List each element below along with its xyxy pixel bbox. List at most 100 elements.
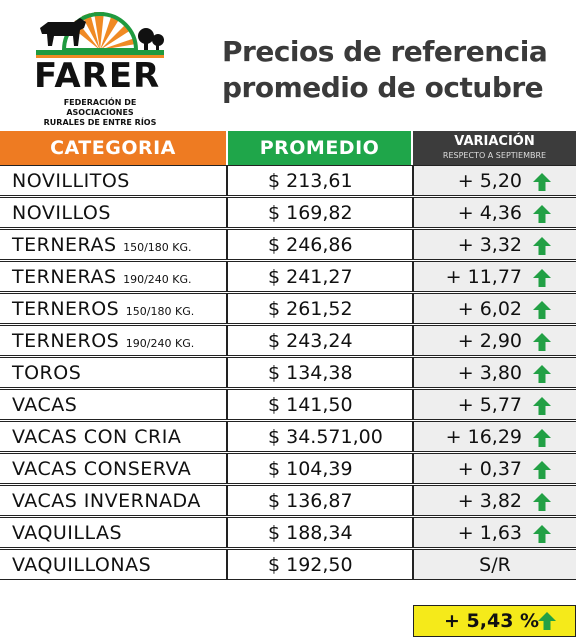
average-cell: $ 34.571,00	[227, 421, 413, 452]
average-value: $ 104,39	[268, 458, 353, 480]
average-value: $ 188,34	[268, 522, 353, 544]
category-label: VACAS INVERNADA	[12, 486, 201, 517]
header: FARER FEDERACIÓN DE ASOCIACIONES RURALES…	[0, 0, 576, 130]
up-arrow-icon	[533, 205, 551, 223]
variation-cell: + 3,80	[413, 357, 576, 388]
up-arrow-icon	[538, 612, 556, 630]
category-name: VAQUILLAS	[12, 522, 123, 544]
category-cell: VACAS CONSERVA	[0, 453, 227, 484]
variation-cell: + 2,90	[413, 325, 576, 356]
category-name: TERNERAS	[12, 266, 117, 288]
variation-value: + 3,82	[457, 490, 522, 512]
up-arrow-icon	[533, 301, 551, 319]
average-value: $ 192,50	[268, 554, 353, 576]
variation-cell: S/R	[413, 549, 576, 580]
header-category: CATEGORIA	[0, 131, 226, 165]
category-weight: 150/180 KG.	[125, 305, 195, 318]
category-label: NOVILLITOS	[12, 166, 130, 197]
up-arrow-icon	[533, 237, 551, 255]
average-value: $ 261,52	[268, 298, 353, 320]
table-row: VACAS CON CRIA $ 34.571,00 + 16,29	[0, 421, 576, 453]
up-arrow-icon	[533, 525, 551, 543]
header-category-label: CATEGORIA	[50, 137, 176, 159]
category-name: VAQUILLONAS	[12, 554, 152, 576]
average-cell: $ 136,87	[227, 485, 413, 516]
average-cell: $ 261,52	[227, 293, 413, 324]
farer-wordmark: FARER	[34, 56, 161, 96]
up-arrow-icon	[533, 429, 551, 447]
table-row: TERNEROS 190/240 KG. $ 243,24 + 2,90	[0, 325, 576, 357]
variation-cell: + 4,36	[413, 197, 576, 228]
farer-subtitle-line2: RURALES DE ENTRE RÍOS	[43, 118, 157, 127]
variation-value: + 1,63	[457, 522, 522, 544]
table-row: VACAS INVERNADA $ 136,87 + 3,82	[0, 485, 576, 517]
up-arrow-icon	[533, 365, 551, 383]
category-label: TERNEROS 190/240 KG.	[12, 326, 194, 359]
category-label: VACAS CONSERVA	[12, 454, 191, 485]
category-label: NOVILLOS	[12, 198, 111, 229]
category-name: VACAS CON CRIA	[12, 426, 182, 448]
up-arrow-icon	[533, 173, 551, 191]
variation-cell: + 6,02	[413, 293, 576, 324]
category-name: VACAS CONSERVA	[12, 458, 192, 480]
average-cell: $ 246,86	[227, 229, 413, 260]
variation-value: + 3,32	[457, 234, 522, 256]
category-cell: VACAS CON CRIA	[0, 421, 227, 452]
variation-cell: + 5,20	[413, 165, 576, 196]
farer-logo: FARER FEDERACIÓN DE ASOCIACIONES RURALES…	[30, 6, 170, 127]
category-cell: NOVILLITOS	[0, 165, 227, 196]
category-name: NOVILLITOS	[12, 170, 130, 192]
table-row: NOVILLITOS $ 213,61 + 5,20	[0, 165, 576, 197]
average-cell: $ 169,82	[227, 197, 413, 228]
average-cell: $ 104,39	[227, 453, 413, 484]
table-row: TOROS $ 134,38 + 3,80	[0, 357, 576, 389]
variation-value: S/R	[479, 554, 511, 576]
up-arrow-icon	[533, 493, 551, 511]
average-cell: $ 213,61	[227, 165, 413, 196]
farer-subtitle-line1: FEDERACIÓN DE ASOCIACIONES	[63, 98, 137, 117]
average-value: $ 241,27	[268, 266, 353, 288]
average-cell: $ 243,24	[227, 325, 413, 356]
header-variation-sublabel: RESPECTO A SEPTIEMBRE	[442, 151, 547, 160]
average-cell: $ 188,34	[227, 517, 413, 548]
average-cell: $ 134,38	[227, 357, 413, 388]
average-cell: $ 141,50	[227, 389, 413, 420]
table-row: TERNERAS 190/240 KG. $ 241,27 + 11,77	[0, 261, 576, 293]
header-variation: VARIACIÓN RESPECTO A SEPTIEMBRE	[413, 131, 576, 165]
variation-cell: + 11,77	[413, 261, 576, 292]
total-variation: + 5,43 %	[413, 605, 576, 637]
average-value: $ 246,86	[268, 234, 353, 256]
category-name: TOROS	[12, 362, 82, 384]
category-cell: NOVILLOS	[0, 197, 227, 228]
variation-cell: + 1,63	[413, 517, 576, 548]
average-value: $ 169,82	[268, 202, 353, 224]
category-weight: 190/240 KG.	[123, 273, 192, 286]
category-name: VACAS INVERNADA	[12, 490, 201, 512]
up-arrow-icon	[533, 397, 551, 415]
category-cell: VAQUILLAS	[0, 517, 227, 548]
page-title-line2: promedio de octubre	[222, 71, 544, 104]
table-row: TERNEROS 150/180 KG. $ 261,52 + 6,02	[0, 293, 576, 325]
category-label: TERNEROS 150/180 KG.	[12, 294, 194, 327]
table-row: VAQUILLONAS $ 192,50 S/R	[0, 549, 576, 581]
category-cell: TERNEROS 190/240 KG.	[0, 325, 227, 356]
category-label: TERNERAS 190/240 KG.	[12, 262, 192, 295]
category-cell: TERNERAS 190/240 KG.	[0, 261, 227, 292]
farer-emblem-icon	[36, 12, 164, 58]
category-label: TERNERAS 150/180 KG.	[12, 230, 192, 263]
table-row: VACAS $ 141,50 + 5,77	[0, 389, 576, 421]
category-cell: TERNERAS 150/180 KG.	[0, 229, 227, 260]
category-cell: VACAS INVERNADA	[0, 485, 227, 516]
total-variation-value: + 5,43 %	[444, 610, 540, 632]
variation-cell: + 5,77	[413, 389, 576, 420]
average-cell: $ 192,50	[227, 549, 413, 580]
category-weight: 150/180 KG.	[123, 241, 192, 254]
up-arrow-icon	[533, 333, 551, 351]
category-label: VAQUILLAS	[12, 518, 122, 549]
average-value: $ 136,87	[268, 490, 353, 512]
variation-value: + 2,90	[457, 330, 522, 352]
category-label: TOROS	[12, 358, 81, 389]
category-name: TERNEROS	[12, 330, 120, 352]
category-cell: TOROS	[0, 357, 227, 388]
variation-cell: + 3,32	[413, 229, 576, 260]
